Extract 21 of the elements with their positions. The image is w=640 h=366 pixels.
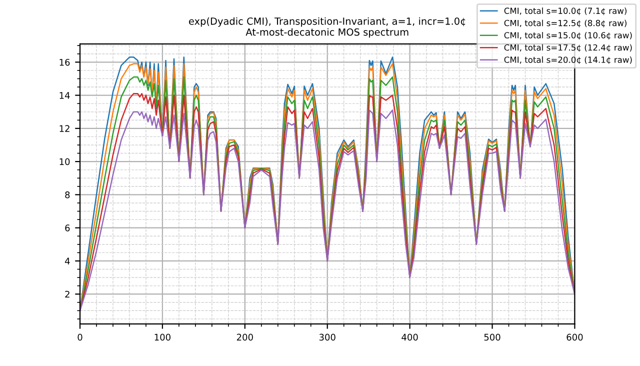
y-tick-label: 2 bbox=[65, 290, 70, 298]
legend-label: CMI, total s=17.5¢ (12.4¢ raw) bbox=[504, 44, 632, 52]
x-tick-label: 600 bbox=[566, 334, 583, 341]
legend-label: CMI, total s=10.0¢ (7.1¢ raw) bbox=[504, 8, 626, 16]
x-tick-label: 100 bbox=[154, 334, 170, 341]
chart-title: exp(Dyadic CMI), Transposition-Invariant, a=1, incr=1.0¢ At-most-decatonic MOS spectrum bbox=[189, 17, 466, 38]
x-tick-label: 500 bbox=[484, 334, 500, 341]
x-tick-label: 0 bbox=[78, 334, 82, 341]
x-tick-label: 400 bbox=[402, 334, 418, 341]
x-tick-label: 200 bbox=[236, 334, 253, 341]
legend-label: CMI, total s=12.5¢ (8.8¢ raw) bbox=[504, 20, 626, 28]
y-tick-label: 14 bbox=[60, 92, 70, 99]
legend-label: CMI, total s=20.0¢ (14.1¢ raw) bbox=[504, 56, 632, 64]
y-tick-label: 12 bbox=[60, 125, 70, 132]
legend-label: CMI, total s=15.0¢ (10.6¢ raw) bbox=[504, 32, 632, 40]
y-tick-label: 6 bbox=[65, 224, 70, 232]
y-tick-label: 16 bbox=[60, 58, 70, 66]
y-tick-label: 4 bbox=[64, 258, 70, 264]
y-tick-label: 8 bbox=[65, 191, 70, 198]
x-tick-label: 300 bbox=[319, 334, 336, 341]
y-tick-label: 10 bbox=[60, 158, 70, 166]
